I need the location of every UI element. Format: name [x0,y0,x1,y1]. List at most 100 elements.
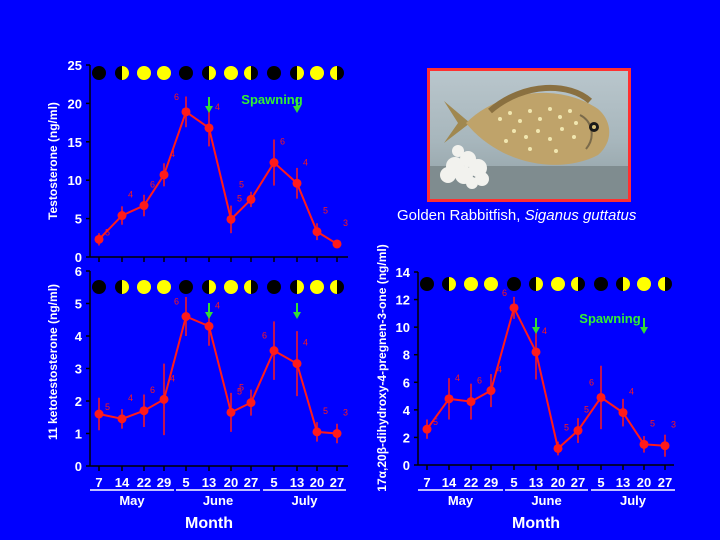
x-tick-label: 22 [137,475,151,490]
data-point [226,214,236,224]
sample-size-label: 5 [433,417,438,427]
data-point [573,426,583,436]
x-tick-label: 27 [571,475,585,490]
new-moon-icon [92,66,106,80]
last-quarter-moon-icon [330,280,337,294]
last-quarter-moon-icon [244,66,251,80]
sample-size-label: 3 [343,408,348,418]
full-moon-icon [637,277,651,291]
moon-icon-last [658,277,672,291]
y-tick-label: 2 [403,430,410,445]
first-quarter-moon-icon [297,280,304,294]
moon-icon-last [571,277,585,291]
moon-icon-last [244,66,258,80]
y-tick-label: 5 [75,212,82,227]
y-tick-label: 0 [75,250,82,265]
fish-image [430,84,628,199]
sample-size-label: 4 [128,190,133,200]
full-moon-icon [551,277,565,291]
data-point [139,406,149,416]
moon-icon-first [115,280,129,294]
sample-size-label: 3 [343,218,348,228]
last-quarter-moon-icon [658,277,665,291]
first-quarter-moon-icon [623,277,630,291]
moon-icon-first [115,66,129,80]
y-axis-label: Testosterone (ng/ml) [46,102,60,220]
spawning-label: Spawning [241,92,302,107]
y-tick-label: 15 [68,135,82,150]
data-point [486,386,496,396]
data-point [531,347,541,357]
sample-size-label: 5 [237,386,242,396]
y-tick-label: 8 [403,348,410,363]
data-point [117,414,127,424]
data-point [181,107,191,117]
last-quarter-moon-icon [571,277,578,291]
moon-icon-full [224,66,238,80]
x-tick-label: 14 [115,475,130,490]
x-axis-title: Month [185,515,233,532]
x-tick-label: 5 [597,475,604,490]
data-point [422,424,432,434]
x-tick-label: 7 [95,475,102,490]
data-point [269,158,279,168]
moon-icon-full [137,280,151,294]
first-quarter-moon-icon [209,280,216,294]
moon-icon-first [290,280,304,294]
moon-icon-last [330,66,344,80]
data-point [444,394,454,404]
sample-size-label: 5 [105,402,110,412]
sample-size-label: 4 [215,300,220,310]
sample-size-label: 4 [629,387,634,397]
sample-size-label: 4 [303,157,308,167]
chart-3: 0 2 4 6 8 10 12 14 17α,20β-dihydroxy-4-pregnen-3… [375,244,676,532]
month-label: June [531,493,561,508]
x-tick-label: 13 [616,475,630,490]
y-tick-label: 6 [403,375,410,390]
y-tick-label: 5 [75,297,82,312]
moon-icon-last [330,280,344,294]
new-moon-icon [420,277,434,291]
moon-icon-full [637,277,651,291]
full-moon-icon [464,277,478,291]
fish-photo [427,68,631,202]
y-tick-label: 12 [396,293,410,308]
full-moon-icon [157,280,171,294]
spawning-arrow-icon [205,312,213,319]
full-moon-icon [224,66,238,80]
spawning-arrow-icon [532,327,540,334]
data-point [332,429,342,438]
data-point [117,211,127,221]
data-point [181,312,191,321]
moon-icon-new [594,277,608,291]
spawning-arrow-icon [205,106,213,113]
first-quarter-moon-icon [122,280,129,294]
spawning-label: Spawning [579,311,640,326]
x-tick-label: 29 [157,475,171,490]
x-tick-label: 27 [244,475,258,490]
data-point [159,170,169,180]
moon-icon-full [551,277,565,291]
x-tick-label: 29 [484,475,498,490]
new-moon-icon [507,277,521,291]
moon-icon-first [442,277,456,291]
data-point [269,346,279,356]
y-axis-label: 17α,20β-dihydroxy-4-pregnen-3-one (ng/ml… [375,244,389,491]
x-tick-label: 20 [310,475,324,490]
moon-icon-first [290,66,304,80]
moon-icon-new [267,280,281,294]
new-moon-icon [179,66,193,80]
x-tick-label: 27 [330,475,344,490]
sample-size-label: 3 [671,420,676,430]
moon-icon-first [202,66,216,80]
data-point [660,441,670,451]
moon-icon-first [529,277,543,291]
moon-icon-new [267,66,281,80]
sample-size-label: 4 [303,338,308,348]
moon-icon-new [179,280,193,294]
sample-size-label: 5 [323,406,328,416]
first-quarter-moon-icon [297,66,304,80]
y-tick-label: 25 [68,58,82,73]
moon-icon-new [92,66,106,80]
